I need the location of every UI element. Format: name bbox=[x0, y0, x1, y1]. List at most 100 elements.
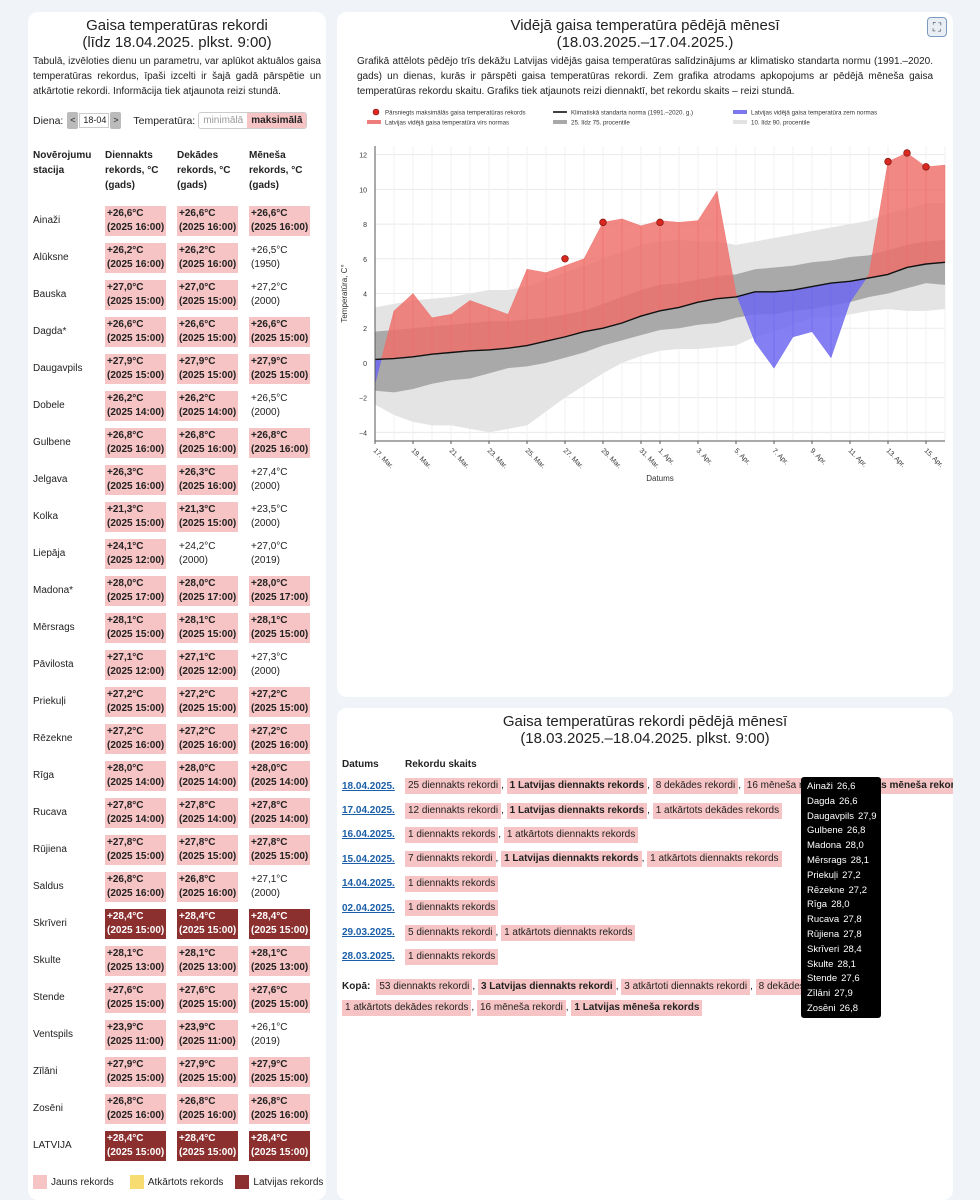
date-link[interactable]: 29.03.2025. bbox=[342, 927, 395, 939]
record-cell: +26,8°C (2025 16:00) bbox=[249, 1090, 321, 1127]
record-temperature: +26,2°C bbox=[107, 392, 144, 404]
record-temperature: +27,2°C bbox=[179, 725, 216, 737]
records-table-title: Gaisa temperatūras rekordi (līdz 18.04.2… bbox=[28, 17, 326, 51]
record-year: (2025 15:00) bbox=[179, 850, 237, 862]
table-row: Zīlāni +27,9°C (2025 15:00) +27,9°C (2025 15… bbox=[33, 1053, 321, 1090]
next-day-button[interactable]: > bbox=[110, 112, 122, 129]
date-link[interactable]: 16.04.2025. bbox=[342, 829, 395, 841]
summary-count-cell: 1 diennakts rekords bbox=[405, 896, 953, 920]
area-below-norm bbox=[773, 289, 794, 370]
record-cell: +28,0°C (2025 17:00) bbox=[177, 572, 249, 609]
record-value: +23,9°C (2025 11:00) bbox=[105, 1019, 166, 1050]
summary-date-cell: 29.03.2025. bbox=[342, 920, 405, 944]
summary-date-cell: 18.04.2025. bbox=[342, 774, 405, 798]
record-cell: +28,1°C (2025 13:00) bbox=[177, 942, 249, 979]
record-count-badge: 1 diennakts rekords bbox=[405, 948, 499, 965]
record-value: +26,3°C (2025 16:00) bbox=[177, 464, 239, 495]
record-temperature: +26,8°C bbox=[251, 429, 288, 441]
station-name: Alūksne bbox=[33, 252, 69, 263]
record-value: +27,8°C (2025 15:00) bbox=[177, 834, 239, 865]
record-temperature: +27,9°C bbox=[179, 355, 216, 367]
header-decade: Dekādes rekords, °C (gads) bbox=[177, 150, 231, 191]
record-year: (2025 14:00) bbox=[107, 406, 165, 418]
area-above-norm bbox=[906, 152, 927, 268]
record-value: +27,8°C (2025 15:00) bbox=[105, 834, 167, 865]
area-above-norm bbox=[431, 314, 452, 355]
date-link[interactable]: 15.04.2025. bbox=[342, 853, 395, 865]
legend-label: Klimatiskā standarta norma (1991.–2020. … bbox=[571, 110, 693, 117]
station-name: Dagda* bbox=[33, 326, 67, 337]
record-temperature: +24,2°C bbox=[179, 540, 216, 552]
table-row: Skrīveri +28,4°C (2025 15:00) +28,4°C (2025 … bbox=[33, 905, 321, 942]
record-cell: +26,2°C (2025 16:00) bbox=[105, 239, 177, 276]
summary-row: 16.04.2025. 1 diennakts rekords, 1 atkārt… bbox=[342, 823, 953, 847]
stations-tooltip: Ainaži 26,6 Dagda 26,6 Daugavpils 27,9 Gulbene… bbox=[801, 777, 881, 1018]
record-temperature: +27,0°C bbox=[179, 281, 216, 293]
option-maximum[interactable]: maksimālā bbox=[247, 113, 307, 128]
legend-marker bbox=[372, 108, 380, 116]
area-above-norm bbox=[545, 265, 566, 342]
date-link[interactable]: 28.03.2025. bbox=[342, 951, 395, 963]
option-minimum[interactable]: minimālā bbox=[199, 113, 248, 128]
legend-label: 25. līdz 75. procentile bbox=[571, 120, 630, 127]
date-link[interactable]: 17.04.2025. bbox=[342, 805, 395, 817]
record-cell: +27,8°C (2025 14:00) bbox=[105, 794, 177, 831]
y-tick-label: 12 bbox=[359, 153, 367, 160]
record-temperature: +28,4°C bbox=[179, 910, 216, 922]
station-name: Liepāja bbox=[33, 548, 66, 559]
record-count-badge: 12 diennakts rekordi bbox=[405, 802, 502, 819]
tooltip-value: 26,8 bbox=[839, 1002, 859, 1014]
record-year: (2025 16:00) bbox=[179, 480, 237, 492]
separator: , bbox=[647, 780, 653, 792]
separator: , bbox=[501, 804, 507, 816]
record-value: +28,0°C (2025 17:00) bbox=[177, 575, 239, 606]
date-link[interactable]: 02.04.2025. bbox=[342, 902, 395, 914]
record-temperature: +26,2°C bbox=[179, 244, 216, 256]
tooltip-row: Skulte 28,1 bbox=[807, 958, 881, 973]
record-count-badge: 1 diennakts rekords bbox=[405, 900, 499, 917]
record-cell: +26,2°C (2025 16:00) bbox=[177, 239, 249, 276]
record-temperature: +26,8°C bbox=[107, 873, 144, 885]
record-value: +27,9°C (2025 15:00) bbox=[105, 1056, 167, 1087]
record-temperature: +28,1°C bbox=[179, 614, 216, 626]
x-tick-label: 21. Mar. bbox=[448, 447, 471, 470]
record-value: +27,9°C (2025 15:00) bbox=[249, 1056, 311, 1087]
record-cell: +27,1°C (2000) bbox=[249, 868, 321, 905]
record-temperature: +27,0°C bbox=[251, 540, 288, 552]
record-year: (2025 15:00) bbox=[107, 369, 165, 381]
x-tick-label: 19. Mar. bbox=[410, 447, 433, 470]
tooltip-value: 27,9 bbox=[858, 810, 877, 822]
summary-count-cell: 12 diennakts rekordi, 1 Latvijas diennak… bbox=[405, 798, 953, 822]
summary-row: 18.04.2025. 25 diennakts rekordi, 1 Latvi… bbox=[342, 774, 953, 798]
tooltip-value: 27,9 bbox=[834, 988, 853, 1000]
record-point bbox=[922, 163, 930, 171]
record-temperature: +26,8°C bbox=[179, 873, 216, 885]
expand-icon[interactable]: ⛶ bbox=[927, 17, 947, 37]
date-link[interactable]: 18.04.2025. bbox=[342, 780, 395, 792]
tooltip-row: Stende 27,6 bbox=[807, 972, 881, 987]
separator: , bbox=[647, 804, 653, 816]
separator: , bbox=[615, 981, 622, 992]
record-cell: +24,1°C (2025 12:00) bbox=[105, 535, 177, 572]
record-cell: +27,4°C (2000) bbox=[249, 461, 321, 498]
tooltip-row: Rīga 28,0 bbox=[807, 898, 881, 913]
record-cell: +28,4°C (2025 15:00) bbox=[177, 905, 249, 942]
record-year: (2025 14:00) bbox=[179, 776, 237, 788]
record-count-badge: 1 atkārtots diennakts rekords bbox=[503, 826, 639, 843]
record-temperature: +28,1°C bbox=[107, 947, 144, 959]
record-cell: +26,8°C (2025 16:00) bbox=[105, 868, 177, 905]
day-control: Diena: < 18-04 > Temperatūra: minimālā m… bbox=[33, 112, 308, 129]
tooltip-row: Mērsrags 28,1 bbox=[807, 854, 881, 869]
date-link[interactable]: 14.04.2025. bbox=[342, 878, 395, 890]
record-cell: +26,3°C (2025 16:00) bbox=[105, 461, 177, 498]
record-cell: +27,2°C (2025 15:00) bbox=[249, 683, 321, 720]
day-input[interactable]: 18-04 bbox=[79, 113, 110, 128]
record-temperature: +27,2°C bbox=[107, 688, 144, 700]
prev-day-button[interactable]: < bbox=[67, 112, 79, 129]
station-name: Stende bbox=[33, 992, 65, 1003]
record-year: (2025 15:00) bbox=[251, 1146, 309, 1158]
record-temperature: +28,0°C bbox=[251, 577, 288, 589]
records-summary-title: Gaisa temperatūras rekordi pēdējā mēnesī… bbox=[337, 713, 953, 747]
record-count-badge: 7 diennakts rekordi bbox=[405, 851, 496, 868]
header-station: Novērojumu stacija bbox=[33, 150, 92, 176]
